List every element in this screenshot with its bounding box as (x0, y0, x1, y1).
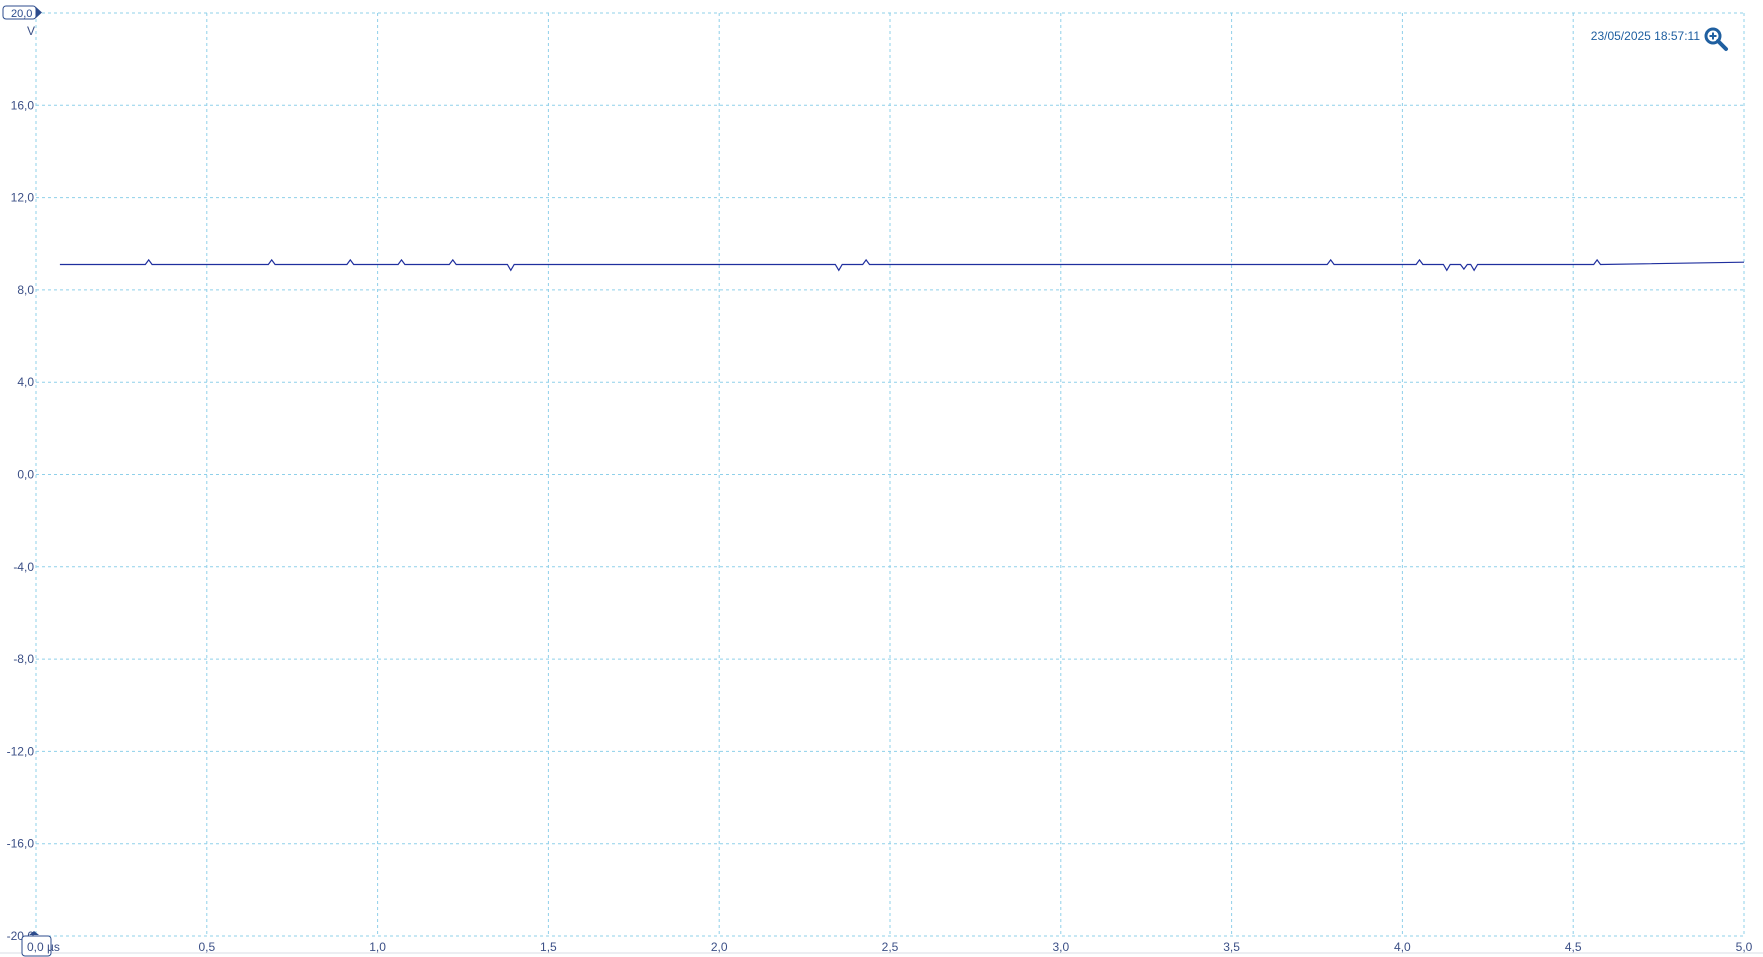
x-tick-label: 0,5 (198, 940, 215, 954)
y-tick-label: 16,0 (11, 98, 35, 112)
y-tick-label: -8,0 (13, 652, 34, 666)
x-tick-label: 4,0 (1394, 940, 1411, 954)
x-tick-label: 1,0 (369, 940, 386, 954)
x-axis-ticks: 0,5 1,0 1,5 2,0 2,5 3,0 3,5 4,0 4,5 5,0 (198, 940, 1752, 954)
channel-range-label: 20,0 (11, 8, 32, 20)
x-tick-label: 3,5 (1223, 940, 1240, 954)
x-tick-label: 1,5 (540, 940, 557, 954)
x-tick-label: 2,0 (711, 940, 728, 954)
y-tick-label: 0,0 (17, 468, 34, 482)
x-tick-label: 4,5 (1565, 940, 1582, 954)
time-origin-marker[interactable]: 0,0 µs (21, 931, 60, 957)
grid (35, 12, 1745, 937)
y-tick-label: 8,0 (17, 283, 34, 297)
zoom-in-icon[interactable] (1704, 27, 1728, 51)
y-tick-label: -12,0 (7, 744, 35, 758)
channel-range-marker[interactable]: 20,0 (2, 5, 42, 20)
y-tick-label: 12,0 (11, 191, 35, 205)
series-line (59, 258, 1745, 272)
y-tick-label: -16,0 (7, 837, 35, 851)
y-tick-label: 4,0 (17, 375, 34, 389)
y-axis-unit: V (27, 24, 35, 38)
y-tick-label: -4,0 (13, 560, 34, 574)
time-origin-label: 0,0 µs (27, 940, 60, 954)
x-tick-label: 2,5 (882, 940, 899, 954)
x-tick-label: 3,0 (1052, 940, 1069, 954)
x-tick-label: 5,0 (1736, 940, 1753, 954)
y-axis-ticks: 16,012,08,04,00,0-4,0-8,0-12,0-16,0-20,0 (7, 98, 35, 943)
capture-timestamp: 23/05/2025 18:57:11 (1591, 29, 1701, 43)
